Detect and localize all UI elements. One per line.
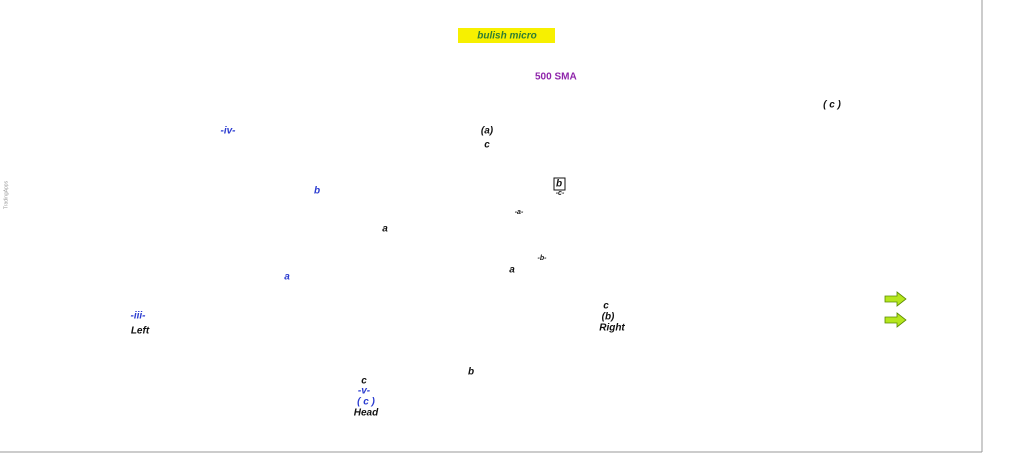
annotation: -v- (358, 386, 371, 397)
annotation: -iv- (221, 126, 237, 137)
annotation: c (361, 376, 367, 387)
annotation: ( c ) (823, 100, 841, 111)
annotation: -c- (556, 190, 565, 197)
note-box (553, 177, 566, 191)
annotation: 500 SMA (535, 72, 577, 83)
annotation: Head (354, 408, 379, 419)
price-axis-bg (982, 0, 1024, 469)
annotations: bulish micro 500 SMA -iv- (a) c b a a a … (3, 28, 907, 419)
annotation: Right (599, 323, 625, 334)
annotation: c (484, 140, 490, 151)
annotation: b (314, 186, 320, 197)
annotation: (a) (481, 126, 494, 137)
annotation: c (603, 301, 609, 312)
annotation: -iii- (131, 311, 147, 322)
annotation: Left (131, 326, 150, 337)
annotation: -b- (538, 255, 548, 262)
arrow-icon (884, 312, 907, 328)
annotation: b (468, 367, 474, 378)
note-box (458, 28, 555, 43)
annotation: b (556, 179, 562, 190)
annotation: -a- (515, 209, 524, 216)
annotation: ( c ) (357, 397, 375, 408)
annotation: (b) (602, 312, 615, 323)
annotation: a (284, 272, 290, 283)
annotation: a (382, 224, 388, 235)
annotation: a (509, 265, 515, 276)
watermark: TradingApps (3, 180, 9, 209)
annotation: bulish micro (477, 31, 536, 42)
arrow-icon (884, 291, 907, 307)
